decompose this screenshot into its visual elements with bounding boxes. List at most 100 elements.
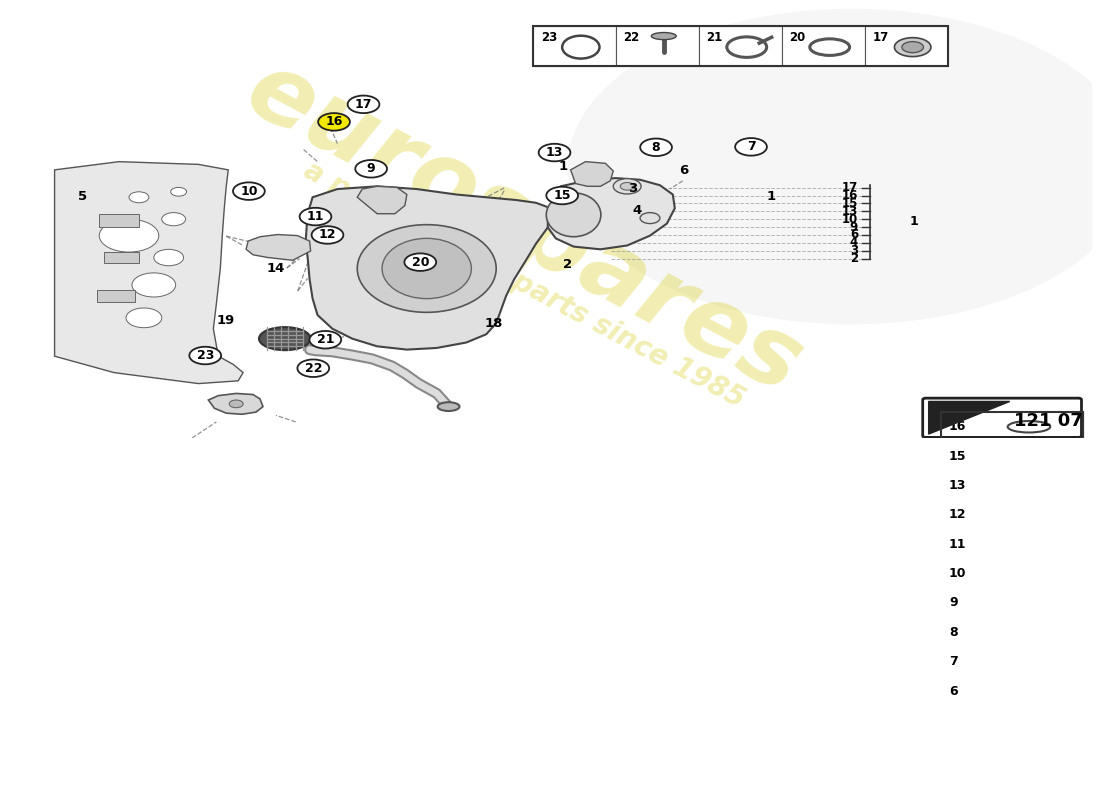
Text: 16: 16 — [949, 420, 966, 434]
Ellipse shape — [258, 327, 310, 350]
Ellipse shape — [614, 178, 641, 194]
Ellipse shape — [1008, 421, 1050, 433]
Text: 13: 13 — [546, 146, 563, 159]
Text: 7: 7 — [747, 140, 756, 154]
Text: 2: 2 — [850, 252, 858, 265]
Text: 8: 8 — [651, 141, 660, 154]
Text: 121 07: 121 07 — [1014, 412, 1084, 430]
Polygon shape — [358, 186, 407, 214]
Circle shape — [189, 346, 221, 364]
Circle shape — [297, 359, 329, 377]
Circle shape — [132, 273, 176, 297]
Circle shape — [299, 208, 331, 226]
Circle shape — [309, 331, 341, 349]
Bar — [97, 290, 135, 302]
Text: 12: 12 — [319, 229, 337, 242]
Text: 16: 16 — [842, 189, 858, 202]
Ellipse shape — [1033, 598, 1049, 608]
Text: 21: 21 — [317, 334, 334, 346]
Ellipse shape — [640, 213, 660, 223]
Text: 20: 20 — [411, 256, 429, 269]
Circle shape — [99, 219, 158, 252]
Bar — [99, 214, 139, 227]
Polygon shape — [306, 186, 553, 350]
Text: 17: 17 — [872, 30, 889, 44]
Text: 5: 5 — [78, 190, 88, 203]
Ellipse shape — [562, 36, 600, 58]
Ellipse shape — [727, 37, 767, 58]
Text: 23: 23 — [197, 349, 213, 362]
Circle shape — [170, 187, 187, 196]
Bar — [940, 588, 1082, 618]
Ellipse shape — [1005, 654, 1053, 670]
Polygon shape — [55, 162, 243, 383]
Circle shape — [318, 113, 350, 130]
Text: 21: 21 — [706, 30, 723, 44]
Polygon shape — [246, 234, 310, 260]
Circle shape — [547, 186, 579, 204]
Text: eurospares: eurospares — [231, 42, 817, 414]
Text: 15: 15 — [842, 197, 858, 210]
Text: 12: 12 — [949, 508, 967, 522]
Circle shape — [405, 254, 436, 271]
Text: 17: 17 — [842, 181, 858, 194]
Ellipse shape — [1037, 601, 1045, 605]
Text: 4: 4 — [850, 236, 858, 250]
Text: 13: 13 — [949, 479, 966, 492]
Ellipse shape — [1005, 626, 1053, 639]
Text: 10: 10 — [949, 567, 967, 580]
Text: 8: 8 — [949, 626, 957, 639]
Circle shape — [233, 182, 265, 200]
Bar — [940, 677, 1082, 706]
Text: 11: 11 — [307, 210, 324, 223]
Ellipse shape — [547, 193, 601, 237]
Polygon shape — [208, 394, 263, 414]
Text: 11: 11 — [949, 538, 967, 550]
Bar — [104, 252, 139, 263]
Circle shape — [311, 226, 343, 244]
Text: 23: 23 — [540, 30, 557, 44]
Bar — [940, 500, 1082, 530]
Bar — [940, 618, 1082, 647]
Circle shape — [735, 138, 767, 156]
Ellipse shape — [902, 42, 924, 53]
Circle shape — [162, 213, 186, 226]
Ellipse shape — [1035, 687, 1048, 695]
Ellipse shape — [229, 400, 243, 408]
Ellipse shape — [1008, 536, 1050, 552]
Text: 1: 1 — [766, 190, 775, 203]
Text: 6: 6 — [949, 685, 957, 698]
Circle shape — [539, 144, 571, 162]
Bar — [940, 412, 1082, 442]
Text: 22: 22 — [624, 30, 640, 44]
Ellipse shape — [651, 33, 676, 40]
Ellipse shape — [810, 39, 849, 55]
Bar — [940, 471, 1082, 500]
Ellipse shape — [358, 225, 496, 312]
Circle shape — [640, 138, 672, 156]
Ellipse shape — [568, 9, 1100, 324]
Text: 19: 19 — [217, 314, 235, 327]
Bar — [782, 26, 865, 66]
Circle shape — [348, 95, 380, 113]
Text: 22: 22 — [305, 362, 322, 374]
Text: 2: 2 — [563, 258, 572, 271]
Circle shape — [126, 308, 162, 328]
Circle shape — [129, 192, 149, 202]
Text: a precision for parts since 1985: a precision for parts since 1985 — [299, 156, 749, 414]
Text: 14: 14 — [267, 262, 285, 274]
Text: 1: 1 — [559, 160, 568, 173]
Bar — [532, 26, 947, 66]
FancyBboxPatch shape — [1005, 566, 1053, 581]
Polygon shape — [548, 178, 674, 250]
Bar — [940, 559, 1082, 588]
Text: 16: 16 — [326, 115, 343, 128]
Text: 15: 15 — [553, 189, 571, 202]
Text: 13: 13 — [842, 205, 858, 218]
Bar — [616, 26, 699, 66]
Text: 10: 10 — [842, 213, 858, 226]
Bar — [940, 647, 1082, 677]
Polygon shape — [928, 402, 1010, 434]
Text: 3: 3 — [850, 244, 858, 258]
Ellipse shape — [1004, 478, 1054, 494]
